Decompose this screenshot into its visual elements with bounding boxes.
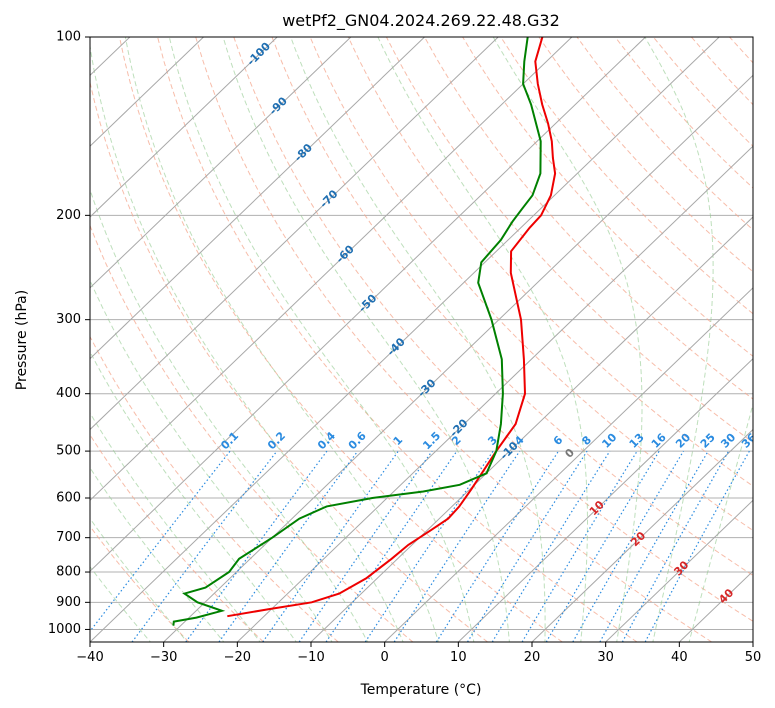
axes: −40 −30 −20 −10 0 10 20 30 40 50 100 200 300 400 500 60… xyxy=(48,30,761,666)
moist-adiabat-line xyxy=(90,188,369,642)
isotherm-line xyxy=(90,37,278,218)
moist-adiabat-line xyxy=(290,37,546,642)
profile-lines xyxy=(172,37,557,626)
isotherm-line xyxy=(90,37,352,289)
moist-adiabat-line xyxy=(124,37,440,642)
x-tick-label: 0 xyxy=(381,650,389,665)
y-tick-label: 700 xyxy=(56,530,81,545)
moist-adiabat-line xyxy=(492,37,643,642)
isotherm-line xyxy=(90,37,204,147)
dry-adiabat-line xyxy=(90,525,190,642)
dry-adiabat-line xyxy=(768,37,775,642)
mixing-ratio-line xyxy=(621,450,730,642)
y-tick-label: 1000 xyxy=(48,622,81,637)
dry-adiabat-line xyxy=(271,37,753,577)
x-tick-label: 30 xyxy=(597,650,614,665)
mixing-ratio-line xyxy=(298,450,433,642)
dry-adiabat-line xyxy=(90,79,488,642)
mixing-ratio-line xyxy=(325,450,458,642)
plot-background xyxy=(90,37,753,642)
mixing-ratio-line xyxy=(644,450,750,642)
chart-title: wetPf2_GN04.2024.269.22.48.G32 xyxy=(282,11,560,31)
y-tick-label: 600 xyxy=(56,491,81,506)
moist-adiabat-line xyxy=(377,37,588,642)
isotherm-line xyxy=(457,357,753,642)
mixing-ratio-line xyxy=(262,450,399,642)
dry-adiabat-line xyxy=(90,433,264,642)
y-tick-label: 800 xyxy=(56,565,81,580)
x-tick-label: 20 xyxy=(524,650,541,665)
dry-adiabat-line xyxy=(347,37,753,487)
isotherm-line xyxy=(605,499,753,642)
isotherm-line xyxy=(90,37,573,502)
moist-adiabat-line xyxy=(222,37,510,642)
mixing-ratio-line xyxy=(393,450,521,642)
isotherm-line xyxy=(384,287,753,642)
isotherm-line xyxy=(752,641,753,642)
mixing-ratio-line xyxy=(218,450,359,642)
dry-adiabat-line xyxy=(424,37,753,400)
y-tick-label: 200 xyxy=(56,208,81,223)
mixing-ratio-line xyxy=(364,450,494,642)
mixing-ratio-line xyxy=(435,450,560,642)
plot-frame xyxy=(89,36,754,643)
x-tick-label: −10 xyxy=(297,650,324,665)
dry-adiabat-line xyxy=(119,37,563,642)
mixing-ratio-line xyxy=(491,450,611,642)
y-tick-label: 100 xyxy=(56,30,81,45)
x-tick-label: 10 xyxy=(450,650,467,665)
mixing-ratio-line xyxy=(599,450,709,642)
x-tick-label: 50 xyxy=(745,650,762,665)
x-tick-label: −40 xyxy=(76,650,103,665)
y-axis-label: Pressure (hPa) xyxy=(14,290,30,390)
mixing-ratio-line xyxy=(185,450,328,642)
dry-adiabat-line xyxy=(309,37,753,532)
isotherm-line xyxy=(236,145,753,642)
x-tick-label: −20 xyxy=(224,650,251,665)
x-tick-label: −30 xyxy=(150,650,177,665)
moist-adiabat-line xyxy=(168,37,475,642)
isotherm-line xyxy=(531,428,753,642)
isotherm-line xyxy=(90,37,499,431)
profile-line xyxy=(227,37,557,618)
y-tick-label: 900 xyxy=(56,595,81,610)
isotherm-line xyxy=(90,37,720,642)
moist-adiabat-line xyxy=(90,350,297,642)
profile-line xyxy=(172,37,542,626)
dry-adiabat-line xyxy=(385,37,753,443)
x-axis-label: Temperature (°C) xyxy=(360,682,482,698)
x-tick-label: 40 xyxy=(671,650,688,665)
mixing-ratio-line xyxy=(131,450,278,642)
moist-adiabat-line xyxy=(688,402,753,642)
y-tick-label: 300 xyxy=(56,312,81,327)
dry-adiabat-line xyxy=(157,37,638,642)
moist-adiabat-line xyxy=(644,37,714,642)
dry-adiabat-line xyxy=(500,37,753,315)
background-lines xyxy=(90,37,775,642)
y-tick-label: 500 xyxy=(56,444,81,459)
y-tick-label: 400 xyxy=(56,386,81,401)
isotherm-line xyxy=(90,37,425,360)
